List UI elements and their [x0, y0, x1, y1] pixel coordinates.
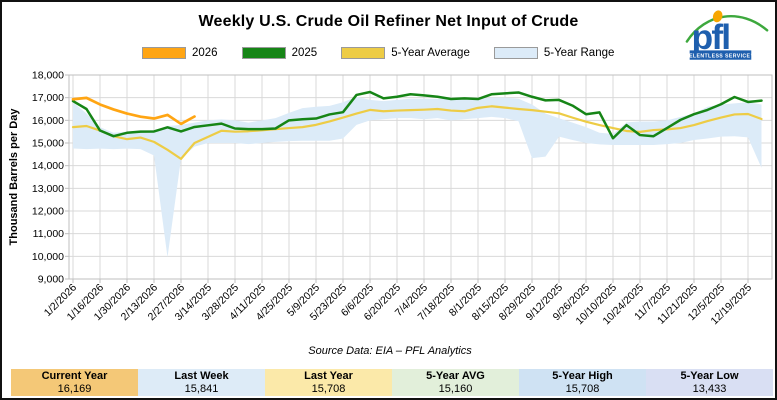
stat-5yr-low: 5-Year Low 13,433	[646, 369, 773, 396]
stat-value: 15,841	[184, 383, 219, 395]
chart-legend: 2026 2025 5-Year Average 5-Year Range	[142, 47, 614, 59]
stat-5yr-high: 5-Year High 15,708	[519, 369, 646, 396]
stat-label: Current Year	[41, 370, 108, 382]
stat-label: Last Week	[174, 370, 229, 382]
stat-label: 5-Year Low	[680, 370, 739, 382]
pfl-logo: pfl RELENTLESS SERVICE™	[685, 7, 769, 63]
legend-item-5yr-range: 5-Year Range	[493, 47, 615, 59]
svg-text:15,000: 15,000	[32, 138, 64, 150]
legend-item-5yr-average: 5-Year Average	[341, 47, 470, 59]
stat-value: 13,433	[692, 383, 727, 395]
pfl-logo-graphic: pfl RELENTLESS SERVICE™	[685, 10, 769, 60]
svg-text:16,000: 16,000	[32, 115, 64, 127]
logo-wordmark: pfl	[692, 17, 730, 57]
legend-item-2026: 2026	[142, 47, 218, 59]
svg-text:Source Data: EIA – PFL Analyti: Source Data: EIA – PFL Analytics	[308, 345, 472, 357]
legend-label-2026: 2026	[192, 47, 218, 59]
legend-label-2025: 2025	[291, 47, 318, 59]
logo-dot-icon	[712, 10, 723, 23]
stat-5yr-avg: 5-Year AVG 15,160	[392, 369, 519, 396]
stat-label: 5-Year High	[552, 370, 613, 382]
stat-label: Last Year	[304, 370, 353, 382]
legend-item-2025: 2025	[241, 47, 318, 59]
svg-text:11,000: 11,000	[33, 228, 64, 240]
svg-text:12,000: 12,000	[32, 206, 64, 218]
stat-value: 15,708	[565, 383, 600, 395]
stat-last-week: Last Week 15,841	[138, 369, 265, 396]
svg-text:17,000: 17,000	[32, 92, 64, 104]
stat-label: 5-Year AVG	[426, 370, 485, 382]
legend-swatch-5yr-average	[341, 47, 386, 59]
svg-text:18,000: 18,000	[32, 70, 64, 82]
stat-value: 15,160	[438, 383, 473, 395]
page-title: Weekly U.S. Crude Oil Refiner Net Input …	[198, 13, 579, 30]
legend-swatch-2026	[142, 47, 186, 59]
stat-value: 16,169	[57, 383, 92, 395]
svg-text:14,000: 14,000	[32, 160, 64, 172]
legend-label-5yr-average: 5-Year Average	[391, 47, 470, 59]
svg-text:Thousand Barrels per Day: Thousand Barrels per Day	[8, 108, 20, 246]
chart-canvas: 9,000 10,000 11,000 12,000 13,000 14,000 15,00…	[8, 70, 773, 357]
svg-text:13,000: 13,000	[32, 183, 64, 195]
logo-tagline: RELENTLESS SERVICE™	[685, 53, 756, 59]
legend-swatch-2025	[241, 47, 286, 59]
legend-swatch-5yr-range	[493, 47, 538, 59]
stat-current-year: Current Year 16,169	[11, 369, 138, 396]
legend-label-5yr-range: 5-Year Range	[543, 47, 615, 59]
stat-last-year: Last Year 15,708	[265, 369, 392, 396]
logo-banner	[689, 50, 752, 60]
svg-text:9,000: 9,000	[38, 274, 64, 286]
svg-text:10,000: 10,000	[32, 251, 64, 263]
stat-value: 15,708	[311, 383, 346, 395]
stats-row: Current Year 16,169 Last Week 15,841 Las…	[11, 369, 773, 396]
logo-swoosh	[685, 15, 769, 43]
